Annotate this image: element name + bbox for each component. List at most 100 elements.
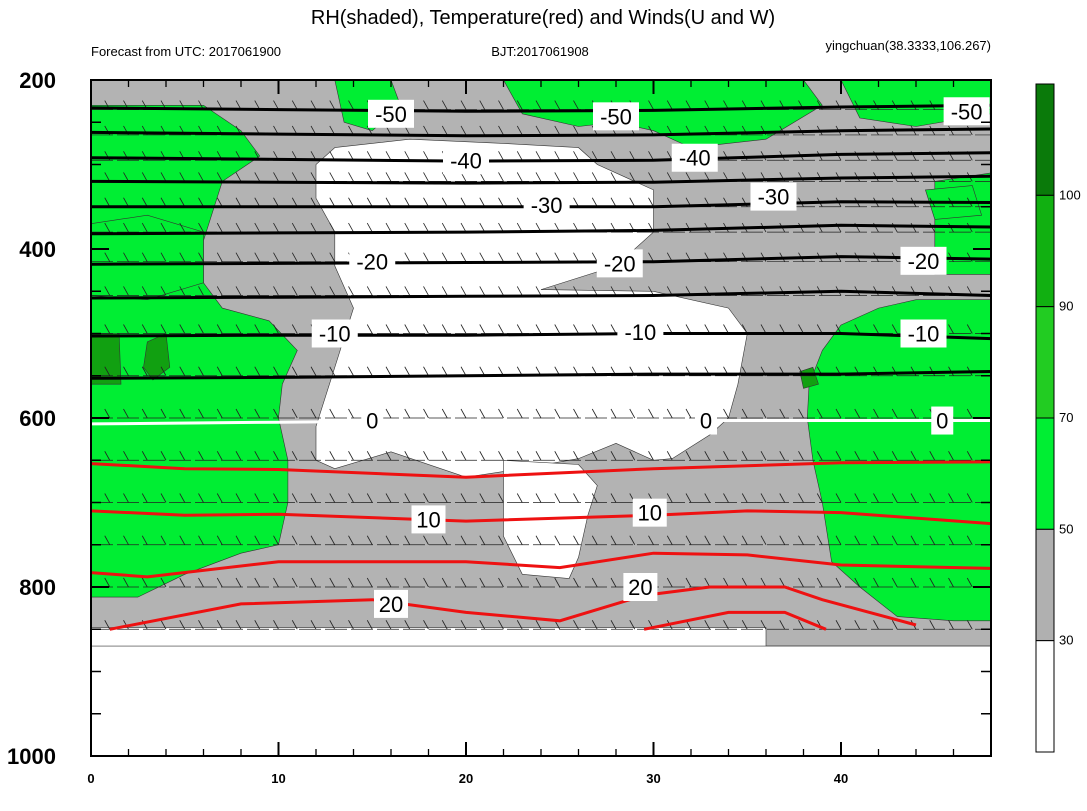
wind-barb <box>516 172 523 182</box>
colorbar-box <box>1035 417 1055 530</box>
wind-barb <box>104 324 111 334</box>
wind-barb <box>240 80 241 81</box>
rh-region-dark <box>799 366 819 389</box>
wind-barb <box>610 620 617 630</box>
isotherm-red <box>91 460 991 479</box>
wind-barb <box>366 197 373 207</box>
isotherm-label-bg <box>361 406 384 435</box>
wind-barb <box>216 493 223 503</box>
wind-barb <box>966 577 973 588</box>
wind-barb <box>610 577 617 588</box>
wind-barb <box>573 252 579 262</box>
wind-barb <box>498 197 504 207</box>
wind-barb <box>535 620 542 630</box>
wind-barb <box>291 252 298 262</box>
wind-barb <box>479 125 486 136</box>
wind-barb <box>503 80 504 81</box>
wind-barb <box>404 620 411 630</box>
wind-barb <box>779 535 786 545</box>
wind-barb <box>329 451 336 461</box>
wind-barb <box>460 286 467 296</box>
wind-barb <box>385 286 392 296</box>
wind-barb <box>404 324 411 334</box>
wind-barb <box>310 252 317 262</box>
wind-barb <box>910 493 917 503</box>
wind-barb <box>441 286 448 296</box>
wind-barb <box>441 408 448 419</box>
wind-barb <box>160 197 167 207</box>
wind-barb <box>704 451 711 461</box>
wind-barb <box>441 366 448 376</box>
wind-barb <box>610 286 617 296</box>
wind-barb <box>254 324 261 334</box>
wind-barb <box>460 324 467 334</box>
wind-barb <box>235 451 242 461</box>
isotherm-black <box>91 174 991 185</box>
wind-barb <box>666 100 673 110</box>
y-tick-label: 600 <box>19 406 56 431</box>
wind-barb <box>441 125 448 136</box>
wind-barb <box>910 451 917 461</box>
wind-barb <box>816 408 823 419</box>
wind-barb <box>385 451 392 461</box>
wind-barb <box>591 493 598 503</box>
wind-barb <box>591 286 598 296</box>
wind-barb <box>498 577 504 588</box>
wind-barb <box>479 493 486 503</box>
wind-barb <box>929 620 936 630</box>
wind-barb <box>198 577 204 588</box>
wind-barb <box>498 451 504 461</box>
wind-barb <box>816 451 823 461</box>
wind-barb <box>873 493 879 503</box>
chart-title: RH(shaded), Temperature(red) and Winds(U… <box>311 7 775 29</box>
wind-barb <box>254 222 261 233</box>
wind-barb <box>573 151 579 161</box>
wind-barb <box>573 620 579 630</box>
wind-barb <box>610 451 617 461</box>
wind-barb <box>104 620 111 630</box>
wind-barb <box>216 252 223 262</box>
wind-barb <box>591 324 598 334</box>
rh-region-green <box>503 80 823 148</box>
wind-barb <box>329 493 336 503</box>
wind-barb <box>104 252 111 262</box>
wind-barb <box>704 493 711 503</box>
wind-barb <box>591 172 598 182</box>
colorbar-label: 70 <box>1059 410 1073 425</box>
wind-barb <box>404 286 411 296</box>
subtitle-left: Forecast from UTC: 2017061900 <box>91 44 281 59</box>
wind-barb <box>160 286 167 296</box>
wind-barb <box>310 100 317 110</box>
wind-barb <box>629 620 636 630</box>
isotherm-label-bg <box>593 102 639 131</box>
wind-barb <box>578 80 579 81</box>
wind-barb <box>141 222 148 233</box>
wind-barb <box>146 80 148 81</box>
wind-barb <box>329 222 336 233</box>
wind-barb <box>498 408 504 419</box>
wind-barb <box>798 493 804 503</box>
wind-barb <box>366 535 373 545</box>
wind-barb <box>854 451 861 461</box>
wind-barb <box>573 324 579 334</box>
wind-barb <box>760 620 767 630</box>
wind-barb <box>291 535 298 545</box>
wind-barb <box>934 80 935 81</box>
wind-barb <box>441 577 448 588</box>
wind-barb <box>366 577 373 588</box>
wind-barb <box>479 620 486 630</box>
wind-barb <box>666 324 673 334</box>
wind-barb <box>160 222 167 233</box>
wind-barb <box>198 408 204 419</box>
wind-barb <box>615 80 616 81</box>
wind-barb <box>816 535 823 545</box>
isotherm-label: -40 <box>679 146 711 171</box>
wind-barb <box>329 172 336 182</box>
wind-barb <box>348 366 354 376</box>
x-tick-label: 40 <box>834 771 848 786</box>
wind-barb <box>854 493 861 503</box>
wind-barb <box>441 493 448 503</box>
wind-barb <box>235 222 242 233</box>
wind-barb <box>498 535 504 545</box>
